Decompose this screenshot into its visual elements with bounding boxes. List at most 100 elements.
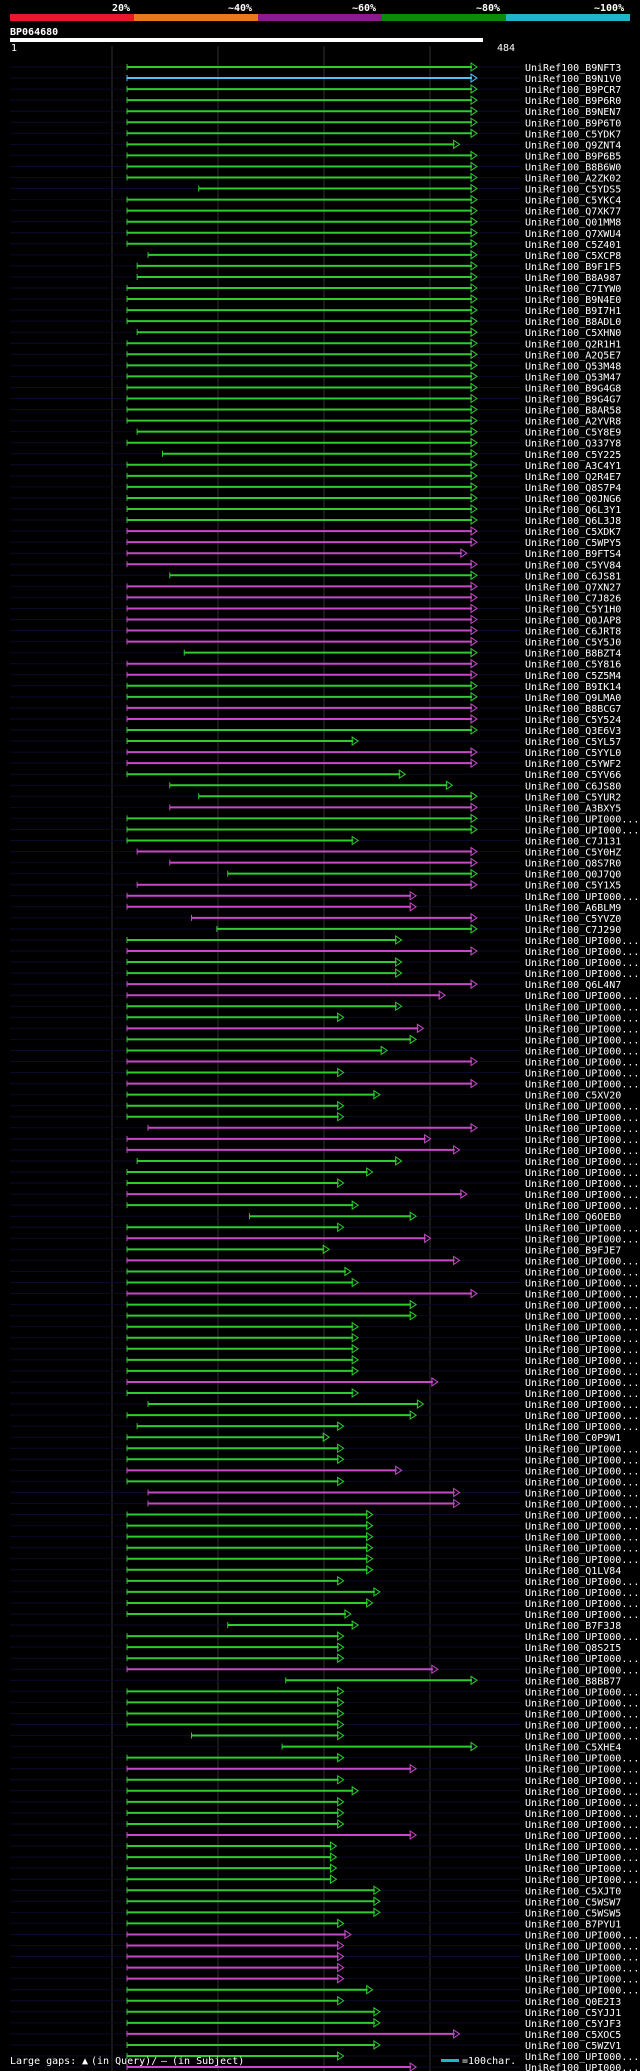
hit-label[interactable]: UniRef100_UPI000... xyxy=(525,814,639,825)
hit-row[interactable]: UniRef100_C5YKC4 xyxy=(10,194,621,207)
hit-row[interactable]: UniRef100_Q01MM8 xyxy=(10,216,621,229)
hit-label[interactable]: UniRef100_B9PCR7 xyxy=(525,85,621,96)
hit-label[interactable]: UniRef100_B9IK14 xyxy=(525,682,621,693)
hit-row[interactable]: UniRef100_C7J290 xyxy=(10,923,621,936)
hit-row[interactable]: UniRef100_A6BLM9 xyxy=(10,901,621,914)
hit-label[interactable]: UniRef100_Q9LMA0 xyxy=(525,693,621,704)
hit-label[interactable]: UniRef100_Q0JAP8 xyxy=(525,616,621,627)
hit-row[interactable]: UniRef100_A3C4Y1 xyxy=(10,459,621,472)
hit-label[interactable]: UniRef100_UPI000... xyxy=(525,1256,639,1267)
hit-row[interactable]: UniRef100_UPI000... xyxy=(10,1509,639,1522)
hit-label[interactable]: UniRef100_UPI000... xyxy=(525,1080,639,1091)
hit-label[interactable]: UniRef100_C5YV84 xyxy=(525,560,621,571)
hit-row[interactable]: UniRef100_C5YJJ1 xyxy=(10,2006,621,2019)
hit-row[interactable]: UniRef100_UPI000... xyxy=(10,1399,639,1411)
hit-row[interactable]: UniRef100_UPI000... xyxy=(10,1841,639,1853)
hit-row[interactable]: UniRef100_Q7XWU4 xyxy=(10,227,621,240)
hit-row[interactable]: UniRef100_UPI000... xyxy=(10,990,639,1002)
hit-label[interactable]: UniRef100_C5Z401 xyxy=(525,240,621,251)
hit-label[interactable]: UniRef100_C5YUR2 xyxy=(525,792,621,803)
hit-label[interactable]: UniRef100_UPI000... xyxy=(525,1942,639,1953)
hit-row[interactable]: UniRef100_B9N1V0 xyxy=(10,73,621,85)
hit-label[interactable]: UniRef100_C5YL57 xyxy=(525,737,621,748)
hit-row[interactable]: UniRef100_B9PCR7 xyxy=(10,84,621,96)
hit-row[interactable]: UniRef100_UPI000... xyxy=(10,1365,639,1378)
hit-row[interactable]: UniRef100_UPI000... xyxy=(10,1465,639,1477)
hit-label[interactable]: UniRef100_UPI000... xyxy=(525,1367,639,1378)
hit-label[interactable]: UniRef100_UPI000... xyxy=(525,1964,639,1975)
hit-label[interactable]: UniRef100_UPI000... xyxy=(525,1522,639,1533)
hit-label[interactable]: UniRef100_C5YKC4 xyxy=(525,196,621,207)
hit-label[interactable]: UniRef100_UPI000... xyxy=(525,1665,639,1676)
hit-label[interactable]: UniRef100_C7J131 xyxy=(525,837,621,848)
hit-row[interactable]: UniRef100_C5Z401 xyxy=(10,238,621,251)
hit-row[interactable]: UniRef100_C7J826 xyxy=(10,592,621,604)
hit-label[interactable]: UniRef100_UPI000... xyxy=(525,1179,639,1190)
hit-row[interactable]: UniRef100_C5WZV1 xyxy=(10,2040,621,2052)
hit-label[interactable]: UniRef100_UPI000... xyxy=(525,1444,639,1455)
hit-label[interactable]: UniRef100_Q01MM8 xyxy=(525,218,621,229)
hit-label[interactable]: UniRef100_UPI000... xyxy=(525,1013,639,1024)
hit-label[interactable]: UniRef100_B8ADL0 xyxy=(525,317,621,328)
hit-label[interactable]: UniRef100_B9G4G7 xyxy=(525,395,621,406)
hit-label[interactable]: UniRef100_C5YVZ0 xyxy=(525,914,621,925)
hit-row[interactable]: UniRef100_UPI000... xyxy=(10,1133,639,1146)
hit-label[interactable]: UniRef100_UPI000... xyxy=(525,1654,639,1665)
hit-label[interactable]: UniRef100_UPI000... xyxy=(525,1765,639,1776)
hit-row[interactable]: UniRef100_B8ADL0 xyxy=(10,316,621,328)
hit-row[interactable]: UniRef100_C0P9W1 xyxy=(10,1432,621,1444)
hit-row[interactable]: UniRef100_UPI000... xyxy=(10,1100,639,1113)
hit-label[interactable]: UniRef100_UPI000... xyxy=(525,1146,639,1157)
hit-label[interactable]: UniRef100_UPI000... xyxy=(525,1334,639,1345)
hit-label[interactable]: UniRef100_UPI000... xyxy=(525,1157,639,1168)
hit-label[interactable]: UniRef100_Q2R4E7 xyxy=(525,472,621,483)
hit-label[interactable]: UniRef100_C5WPY5 xyxy=(525,538,621,549)
hit-label[interactable]: UniRef100_B8B6W0 xyxy=(525,162,621,173)
hit-row[interactable]: UniRef100_Q8S7R0 xyxy=(10,857,621,870)
hit-label[interactable]: UniRef100_Q6L3J8 xyxy=(525,516,621,527)
hit-row[interactable]: UniRef100_UPI000... xyxy=(10,1796,639,1809)
hit-label[interactable]: UniRef100_UPI000... xyxy=(525,1798,639,1809)
hit-label[interactable]: UniRef100_A3BXY5 xyxy=(525,803,621,814)
hit-row[interactable]: UniRef100_C5Y5J0 xyxy=(10,636,621,649)
hit-label[interactable]: UniRef100_C5XHN0 xyxy=(525,328,621,339)
hit-row[interactable]: UniRef100_Q9LMA0 xyxy=(10,691,621,704)
hit-label[interactable]: UniRef100_UPI000... xyxy=(525,1323,639,1334)
hit-label[interactable]: UniRef100_A3C4Y1 xyxy=(525,461,621,472)
hit-row[interactable]: UniRef100_UPI000... xyxy=(10,1719,639,1732)
hit-label[interactable]: UniRef100_Q7XK77 xyxy=(525,207,621,218)
hit-label[interactable]: UniRef100_UPI000... xyxy=(525,1986,639,1997)
hit-row[interactable]: UniRef100_B7PYU1 xyxy=(10,1918,621,1930)
hit-row[interactable]: UniRef100_C5YV84 xyxy=(10,559,621,571)
hit-row[interactable]: UniRef100_UPI000... xyxy=(10,1962,639,1975)
hit-label[interactable]: UniRef100_B9FTS4 xyxy=(525,549,621,560)
hit-row[interactable]: UniRef100_C7IYW0 xyxy=(10,283,621,295)
hit-row[interactable]: UniRef100_C7J131 xyxy=(10,835,621,848)
hit-row[interactable]: UniRef100_UPI000... xyxy=(10,1830,639,1842)
hit-label[interactable]: UniRef100_C5Y8E9 xyxy=(525,428,621,439)
hit-label[interactable]: UniRef100_UPI000... xyxy=(525,1411,639,1422)
hit-label[interactable]: UniRef100_Q8S2I5 xyxy=(525,1643,621,1654)
hit-label[interactable]: UniRef100_B7F3J8 xyxy=(525,1621,621,1632)
hit-row[interactable]: UniRef100_UPI000... xyxy=(10,1863,639,1875)
hit-label[interactable]: UniRef100_UPI000... xyxy=(525,1842,639,1853)
hit-row[interactable]: UniRef100_UPI000... xyxy=(10,1255,639,1267)
hit-label[interactable]: UniRef100_UPI000... xyxy=(525,1555,639,1566)
hit-label[interactable]: UniRef100_Q8S7R0 xyxy=(525,859,621,870)
hit-label[interactable]: UniRef100_B8AR58 xyxy=(525,406,621,417)
hit-row[interactable]: UniRef100_UPI000... xyxy=(10,1586,639,1599)
hit-row[interactable]: UniRef100_UPI000... xyxy=(10,1266,639,1278)
hit-row[interactable]: UniRef100_UPI000... xyxy=(10,1973,639,1986)
hit-label[interactable]: UniRef100_UPI000... xyxy=(525,1190,639,1201)
hit-label[interactable]: UniRef100_UPI000... xyxy=(525,1113,639,1124)
hit-row[interactable]: UniRef100_UPI000... xyxy=(10,1542,639,1555)
hit-row[interactable]: UniRef100_C5YDS5 xyxy=(10,183,621,196)
hit-label[interactable]: UniRef100_UPI000... xyxy=(525,1930,639,1941)
hit-row[interactable]: UniRef100_C5Y524 xyxy=(10,714,621,726)
hit-row[interactable]: UniRef100_UPI000... xyxy=(10,1951,639,1964)
hit-row[interactable]: UniRef100_UPI000... xyxy=(10,1222,639,1234)
hit-label[interactable]: UniRef100_UPI000... xyxy=(525,1687,639,1698)
hit-row[interactable]: UniRef100_UPI000... xyxy=(10,1078,639,1091)
hit-row[interactable]: UniRef100_UPI000... xyxy=(10,1664,639,1676)
hit-row[interactable]: UniRef100_UPI000... xyxy=(10,1189,639,1201)
